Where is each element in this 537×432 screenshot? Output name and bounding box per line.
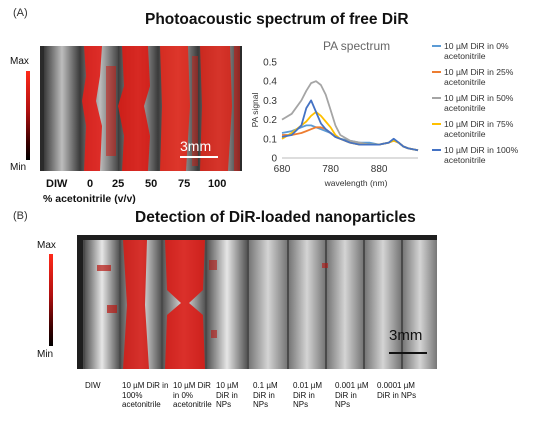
- x-title-a: % acetonitrile (v/v): [43, 193, 136, 205]
- b-label-0.001-nps: 0.001 µM DiR in NPs: [335, 381, 369, 409]
- pa-image-b: 3mm: [77, 235, 437, 369]
- legend-label: 10 µM DiR in 50% acetonitrile: [444, 93, 514, 113]
- legend-swatch: [432, 71, 441, 73]
- panel-a-title: Photoacoustic spectrum of free DiR: [145, 11, 409, 28]
- legend-label: 10 µM DiR in 100% acetonitrile: [444, 145, 519, 165]
- panel-b-title: Detection of DiR-loaded nanoparticles: [135, 209, 416, 226]
- y-axis-label: PA signal: [250, 92, 260, 127]
- y-tick-label: 0.1: [263, 134, 277, 145]
- pa-image-b-graphic: [77, 235, 437, 369]
- y-tick-label: 0.4: [263, 77, 277, 88]
- colorbar-b-max-label: Max: [37, 240, 56, 251]
- series-line-0: [281, 124, 419, 152]
- x-tick-a-100: 100: [208, 178, 227, 190]
- y-tick-label: 0.5: [263, 58, 277, 69]
- x-tick-a-dIW: DIW: [46, 178, 68, 190]
- b-label-100-acetonitrile: 10 µM DiR in 100% acetonitrile: [122, 381, 169, 409]
- legend-swatch: [432, 123, 441, 125]
- panel-a-letter: (A): [13, 7, 28, 19]
- colorbar-b: [49, 254, 53, 346]
- legend-swatch: [432, 45, 441, 47]
- series-line-3: [281, 111, 419, 152]
- legend-item: 10 µM DiR in 100% acetonitrile: [432, 145, 535, 165]
- series-line-2: [281, 80, 419, 152]
- y-tick-label: 0.2: [263, 115, 277, 126]
- pa-image-a-graphic: [40, 46, 242, 171]
- colorbar-a: [26, 71, 30, 160]
- colorbar-b-min-label: Min: [37, 349, 54, 360]
- y-tick-label: 0: [271, 154, 277, 165]
- legend-label: 10 µM DiR in 25% acetonitrile: [444, 67, 514, 87]
- legend-swatch: [432, 149, 441, 151]
- x-tick-a-25: 25: [112, 178, 125, 190]
- b-label-0.01-nps: 0.01 µM DiR in NPs: [293, 381, 323, 409]
- colorbar-a-min-label: Min: [10, 162, 27, 173]
- pa-image-a: 3mm: [40, 46, 242, 171]
- b-label-0.1-nps: 0.1 µM DiR in NPs: [253, 381, 278, 409]
- x-tick-label: 780: [322, 164, 339, 175]
- legend-item: 10 µM DiR in 0% acetonitrile: [432, 41, 535, 61]
- scale-text-b: 3mm: [389, 327, 423, 344]
- x-tick-a-50: 50: [145, 178, 158, 190]
- pa-spectrum-chart: 0 0.1 0.2 0.3 0.4 0.5 680 780 880 wavelength (nm)…: [250, 58, 419, 188]
- legend-item: 10 µM DiR in 75% acetonitrile: [432, 119, 535, 139]
- x-tick-label: 880: [371, 164, 388, 175]
- legend-swatch: [432, 97, 441, 99]
- colorbar-a-max-label: Max: [10, 56, 29, 67]
- b-label-10-nps: 10 µM DiR in NPs: [216, 381, 239, 409]
- scale-bar-b: [389, 352, 427, 354]
- b-label-0-acetonitrile: 10 µM DiR in 0% acetonitrile: [173, 381, 212, 409]
- x-tick-a-75: 75: [178, 178, 191, 190]
- series-line-4: [281, 99, 419, 152]
- panel-b-letter: (B): [13, 210, 28, 222]
- series-line-1: [282, 126, 419, 152]
- legend-item: 10 µM DiR in 50% acetonitrile: [432, 93, 535, 113]
- legend-item: 10 µM DiR in 25% acetonitrile: [432, 67, 535, 87]
- x-axis-label: wavelength (nm): [324, 178, 388, 188]
- y-tick-label: 0.3: [263, 96, 277, 107]
- b-label-0.0001-nps: 0.0001 µM DiR in NPs: [377, 381, 417, 400]
- chart-title: PA spectrum: [323, 39, 391, 53]
- legend-label: 10 µM DiR in 0% acetonitrile: [444, 41, 509, 61]
- scale-text-a: 3mm: [180, 138, 212, 154]
- legend-label: 10 µM DiR in 75% acetonitrile: [444, 119, 514, 139]
- scale-bar-a: [180, 156, 218, 158]
- b-label-diw: DIW: [85, 381, 101, 390]
- x-tick-label: 680: [274, 164, 291, 175]
- x-tick-a-0: 0: [87, 178, 94, 190]
